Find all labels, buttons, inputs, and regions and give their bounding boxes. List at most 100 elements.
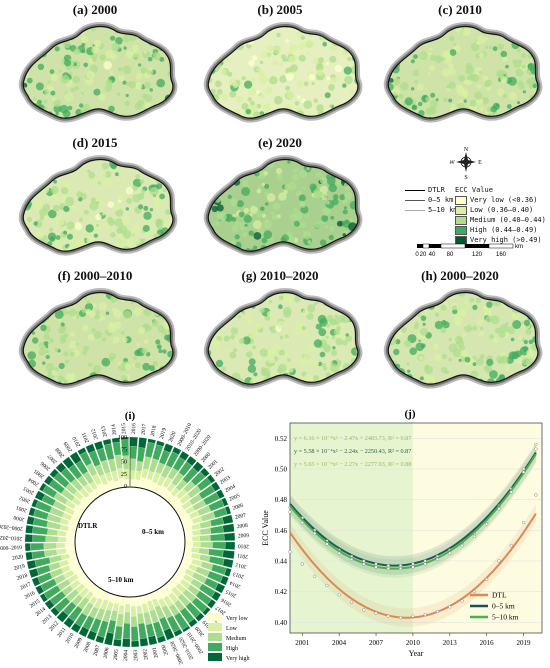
ecc-cell <box>478 331 485 337</box>
map-panel-g: (g) 2010–2020 <box>195 268 365 393</box>
ring-label: 5–10 km <box>108 576 134 584</box>
ecc-cell <box>105 311 110 315</box>
ecc-cell <box>312 57 320 65</box>
ecc-cell <box>63 333 69 338</box>
ecc-cell <box>390 312 398 320</box>
ecc-cell <box>160 292 167 297</box>
ecc-cell <box>50 186 59 195</box>
radial-bar-segment <box>220 575 229 586</box>
ecc-cell <box>38 348 47 356</box>
radial-bar-segment <box>190 547 200 554</box>
ecc-cell <box>354 112 358 117</box>
ecc-cell <box>479 106 484 112</box>
ecc-cell <box>155 339 161 345</box>
ecc-cell <box>268 53 272 57</box>
ecc-cell <box>352 105 356 110</box>
ecc-cell <box>345 335 352 342</box>
ecc-cell <box>528 339 534 345</box>
ecc-cell <box>110 232 116 238</box>
data-point <box>362 608 366 612</box>
ecc-cell <box>24 249 28 252</box>
ecc-cell <box>117 361 122 366</box>
ecc-cell <box>507 294 513 300</box>
ecc-cell <box>53 99 61 108</box>
ecc-cell <box>211 293 218 301</box>
radial-bar-segment <box>173 628 183 637</box>
ecc-cell <box>502 286 507 291</box>
ecc-cell <box>234 159 243 162</box>
ecc-cell <box>307 18 315 24</box>
ecc-cell <box>529 121 537 126</box>
ecc-cell <box>170 292 173 301</box>
data-point <box>411 614 415 618</box>
legend-class: Very low (<0.36) <box>455 195 546 205</box>
ecc-cell <box>112 203 121 212</box>
ecc-cell <box>536 26 538 30</box>
ecc-cell <box>49 152 53 156</box>
radial-bar-segment <box>200 467 210 478</box>
ecc-cell <box>511 351 520 360</box>
ecc-cell <box>79 103 84 108</box>
legend-swatch <box>208 623 222 631</box>
ecc-cell <box>290 64 298 72</box>
ecc-cell <box>464 300 468 304</box>
ecc-cell <box>464 324 473 333</box>
y-tick-label: 0.40 <box>275 619 288 627</box>
ecc-cell <box>290 284 295 287</box>
ecc-cell <box>82 350 87 356</box>
data-point <box>386 566 390 571</box>
ecc-cell <box>440 22 444 26</box>
ecc-cell <box>293 220 300 227</box>
ecc-cell <box>456 87 465 96</box>
ecc-cell <box>491 286 496 291</box>
ecc-cell <box>255 151 262 156</box>
ecc-cell <box>87 362 93 368</box>
ecc-cell <box>32 202 41 211</box>
ecc-cell <box>143 205 149 211</box>
radial-bar-segment <box>66 537 75 543</box>
ecc-cell <box>146 251 154 252</box>
ecc-cell <box>331 292 340 295</box>
confidence-band <box>290 443 536 575</box>
radial-year-label: 2018 <box>16 573 29 582</box>
ecc-cell <box>263 230 273 239</box>
radial-year-label: 2007 <box>235 513 247 521</box>
ecc-cell <box>116 92 121 97</box>
radial-bar-segment <box>129 436 138 447</box>
ecc-cell <box>228 78 236 86</box>
ecc-cell <box>530 31 537 38</box>
radial-bar-segment <box>26 559 37 570</box>
ecc-cell <box>118 75 125 82</box>
ecc-cell <box>501 284 508 291</box>
ecc-cell <box>352 378 356 382</box>
ecc-cell <box>138 63 142 67</box>
radial-year-label: 2013 <box>101 425 109 437</box>
ecc-cell <box>251 77 256 81</box>
ecc-cell <box>149 88 153 92</box>
ecc-cell <box>210 174 218 182</box>
ecc-cell <box>324 225 329 229</box>
radial-bar-segment <box>129 458 137 471</box>
ecc-cell <box>36 230 45 239</box>
ecc-cell <box>132 44 139 52</box>
ecc-cell <box>212 30 219 37</box>
radial-bar-segment <box>25 525 34 534</box>
ecc-cell <box>230 198 238 207</box>
ecc-cell <box>341 340 348 346</box>
ecc-cell <box>271 214 278 221</box>
ecc-cell <box>386 285 391 290</box>
ecc-cell <box>262 103 272 112</box>
radial-year-label: 2006 <box>40 460 52 472</box>
ecc-cell <box>449 49 457 56</box>
ecc-cell <box>68 308 77 317</box>
ecc-cell <box>388 111 391 119</box>
ecc-cell <box>39 151 44 156</box>
ecc-cell <box>221 366 227 372</box>
ecc-cell <box>203 244 208 249</box>
data-point <box>509 490 513 494</box>
ecc-cell <box>251 55 258 61</box>
ecc-cell <box>280 113 284 117</box>
radial-bar-segment <box>221 497 229 507</box>
ecc-cell <box>23 373 28 382</box>
ecc-cell <box>142 93 148 100</box>
